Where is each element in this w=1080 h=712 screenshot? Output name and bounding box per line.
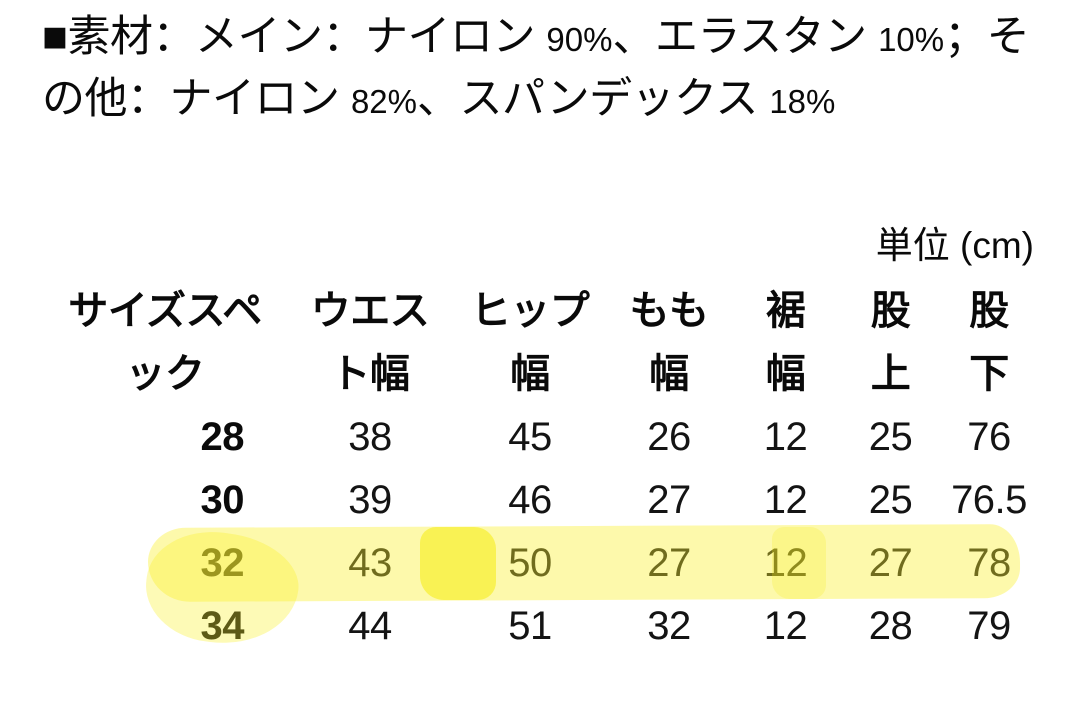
header-line: 裾 — [765, 289, 806, 333]
size-cell: 28 — [200, 415, 245, 459]
material-text: 、エラスタン — [612, 13, 879, 61]
material-percentage: 82% — [350, 83, 418, 120]
col-header-rise: 股上 — [843, 280, 938, 406]
value-cell: 27 — [647, 478, 691, 522]
value-cell: 43 — [348, 541, 392, 585]
table-row-30: 30 39 46 27 12 25 76.5 — [40, 469, 1040, 532]
header-line: 幅 — [765, 352, 806, 396]
value-cell: 78 — [967, 541, 1011, 585]
header-line: ト幅 — [330, 352, 411, 396]
table-row-28: 28 38 45 26 12 25 76 — [40, 406, 1040, 469]
header-line: 幅 — [649, 352, 689, 396]
table-header-row: サイズスペ ック ウエス ト幅 ヒップ幅 もも幅 裾幅 股上 股下 — [40, 280, 1040, 406]
header-line: 幅 — [510, 352, 550, 396]
value-cell: 27 — [868, 541, 913, 585]
value-cell: 26 — [647, 415, 691, 459]
value-cell: 32 — [647, 604, 691, 648]
material-line-1: ■素材：メイン：ナイロン 90%、エラスタン 10%；そ — [42, 6, 1052, 68]
col-header-size-spec: サイズスペ ック — [40, 280, 290, 406]
table-row-32-highlighted: 32 43 50 27 12 27 78 — [40, 532, 1040, 595]
value-cell: 79 — [967, 604, 1011, 648]
col-header-hip-width: ヒップ幅 — [450, 280, 610, 406]
header-line: サイズスペ — [68, 289, 262, 333]
value-cell: 25 — [868, 478, 913, 522]
value-cell: 50 — [508, 541, 552, 585]
col-header-hem-width: 裾幅 — [728, 280, 843, 406]
size-cell: 30 — [200, 478, 245, 522]
header-line: 下 — [969, 352, 1009, 396]
value-cell: 44 — [348, 604, 392, 648]
header-line: ック — [125, 352, 206, 396]
material-text: ；そ — [944, 13, 1030, 61]
value-cell: 46 — [508, 478, 552, 522]
size-cell: 34 — [200, 604, 245, 648]
col-header-inseam: 股下 — [938, 280, 1040, 406]
value-cell: 39 — [348, 478, 392, 522]
value-cell: 12 — [763, 478, 808, 522]
size-cell: 32 — [200, 541, 245, 585]
value-cell: 38 — [348, 415, 392, 459]
material-percentage: 90% — [546, 21, 613, 58]
value-cell: 12 — [763, 541, 808, 585]
material-percentage: 10% — [878, 21, 945, 58]
size-spec-table: サイズスペ ック ウエス ト幅 ヒップ幅 もも幅 裾幅 股上 股下 28 38 45… — [40, 280, 1040, 658]
value-cell: 27 — [647, 541, 691, 585]
value-cell: 45 — [508, 415, 552, 459]
unit-label: 単位 (cm) — [875, 225, 1034, 266]
material-percentage: 18% — [769, 83, 836, 120]
col-header-waist-width: ウエス ト幅 — [290, 280, 450, 406]
header-line: 股 — [870, 289, 911, 333]
table-row-34: 34 44 51 32 12 28 79 — [40, 595, 1040, 658]
value-cell: 25 — [868, 415, 913, 459]
header-line: ヒップ — [470, 289, 590, 333]
header-line: 上 — [870, 352, 911, 396]
value-cell: 51 — [508, 604, 552, 648]
material-text: の他：ナイロン — [42, 75, 351, 123]
header-line: 股 — [969, 289, 1009, 333]
header-line: ウエス — [310, 289, 430, 333]
material-description: ■素材：メイン：ナイロン 90%、エラスタン 10%；そ の他：ナイロン 82%… — [42, 6, 1052, 130]
value-cell: 76.5 — [951, 478, 1027, 522]
value-cell: 28 — [868, 604, 913, 648]
col-header-thigh-width: もも幅 — [610, 280, 728, 406]
value-cell: 12 — [763, 604, 808, 648]
value-cell: 76 — [967, 415, 1011, 459]
material-text: ■素材：メイン：ナイロン — [42, 13, 547, 61]
value-cell: 12 — [763, 415, 808, 459]
header-line: もも — [629, 289, 710, 333]
material-line-2: の他：ナイロン 82%、スパンデックス 18% — [42, 68, 1052, 130]
material-text: 、スパンデックス — [417, 75, 770, 123]
